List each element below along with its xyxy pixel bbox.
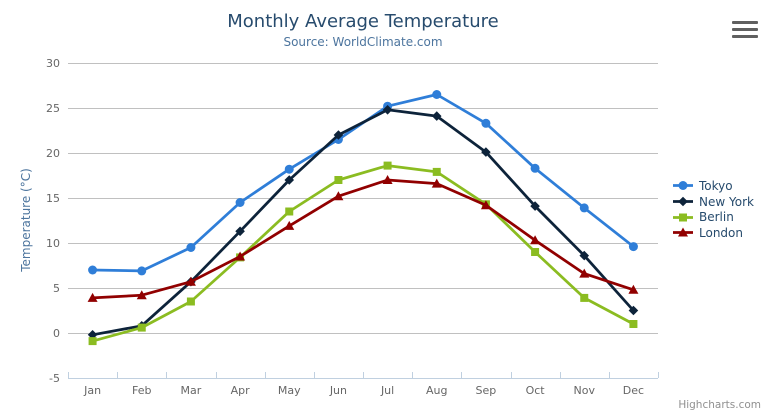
data-point-london-Jan[interactable] bbox=[87, 292, 98, 302]
data-point-new-york-Jun[interactable] bbox=[333, 130, 344, 140]
data-point-tokyo-Jan[interactable] bbox=[88, 265, 98, 275]
data-point-berlin-Aug[interactable] bbox=[432, 167, 441, 176]
x-axis-label: Jul bbox=[380, 384, 394, 397]
x-axis-label: Mar bbox=[181, 384, 202, 397]
x-axis-label: Apr bbox=[231, 384, 251, 397]
data-point-tokyo-May[interactable] bbox=[284, 164, 294, 174]
data-point-new-york-Dec[interactable] bbox=[628, 305, 639, 316]
y-axis-label: 20 bbox=[46, 147, 60, 160]
data-point-berlin-Mar[interactable] bbox=[186, 297, 195, 306]
chart-title: Monthly Average Temperature bbox=[227, 11, 499, 32]
y-axis-label: 10 bbox=[46, 237, 60, 250]
legend-symbol-berlin bbox=[679, 213, 687, 222]
data-point-tokyo-Feb[interactable] bbox=[137, 266, 147, 276]
context-menu-button[interactable] bbox=[732, 21, 758, 38]
legend-symbol-tokyo bbox=[678, 181, 688, 191]
series-line-new-york[interactable] bbox=[91, 108, 635, 337]
data-point-london-Mar[interactable] bbox=[185, 276, 196, 286]
x-axis-label: Oct bbox=[526, 384, 546, 397]
data-point-london-Oct[interactable] bbox=[530, 235, 541, 245]
legend-label: Berlin bbox=[699, 210, 734, 225]
x-axis-label: May bbox=[278, 384, 301, 397]
data-point-berlin-Jul[interactable] bbox=[383, 161, 392, 170]
data-point-london-Jul[interactable] bbox=[382, 175, 393, 184]
data-point-berlin-Feb[interactable] bbox=[137, 323, 146, 332]
legend-symbol-london bbox=[678, 227, 688, 237]
data-point-new-york-Aug[interactable] bbox=[431, 111, 442, 121]
data-point-tokyo-Apr[interactable] bbox=[235, 198, 245, 207]
data-point-new-york-Jul[interactable] bbox=[382, 105, 393, 115]
y-axis-label: 0 bbox=[53, 327, 60, 340]
y-axis-label: 25 bbox=[46, 102, 60, 115]
legend-label: Tokyo bbox=[699, 178, 733, 193]
data-point-tokyo-Nov[interactable] bbox=[579, 203, 589, 213]
legend-label: New York bbox=[699, 194, 754, 209]
data-point-tokyo-Aug[interactable] bbox=[432, 90, 442, 99]
x-axis-label: Dec bbox=[623, 384, 644, 397]
x-axis-label: Aug bbox=[426, 384, 447, 397]
chart-subtitle: Source: WorldClimate.com bbox=[283, 35, 443, 49]
y-axis-label: 30 bbox=[46, 57, 60, 70]
data-point-berlin-Jan[interactable] bbox=[88, 337, 97, 346]
y-axis-title: Temperature (°C) bbox=[19, 168, 33, 272]
legend: Tokyo New York Berlin London bbox=[672, 178, 754, 241]
data-point-berlin-Oct[interactable] bbox=[531, 248, 540, 256]
data-point-new-york-Jan[interactable] bbox=[87, 330, 98, 340]
data-point-berlin-Jun[interactable] bbox=[334, 176, 343, 184]
x-axis-label: Feb bbox=[132, 384, 151, 397]
data-point-berlin-Nov[interactable] bbox=[580, 293, 589, 302]
credits-link[interactable]: Highcharts.com bbox=[678, 399, 761, 411]
data-point-london-Aug[interactable] bbox=[431, 178, 442, 188]
data-point-london-Sep[interactable] bbox=[480, 200, 491, 210]
data-point-london-May[interactable] bbox=[284, 220, 295, 230]
y-axis-label: 5 bbox=[53, 282, 60, 295]
data-point-london-Jun[interactable] bbox=[333, 191, 344, 201]
data-point-new-york-Oct[interactable] bbox=[530, 201, 540, 211]
legend-marker-square-icon bbox=[673, 213, 693, 222]
data-point-tokyo-Sep[interactable] bbox=[481, 118, 491, 128]
data-point-new-york-May[interactable] bbox=[284, 175, 295, 185]
data-point-london-Nov[interactable] bbox=[579, 268, 590, 278]
hamburger-icon bbox=[732, 21, 758, 38]
data-point-new-york-Nov[interactable] bbox=[579, 250, 590, 261]
x-axis-label: Jun bbox=[329, 384, 347, 397]
x-axis-label: Sep bbox=[476, 384, 497, 397]
series-line-london[interactable] bbox=[91, 178, 635, 300]
legend-item-new-york[interactable]: New York bbox=[672, 194, 754, 210]
legend-item-london[interactable]: London bbox=[672, 225, 754, 241]
data-point-new-york-Apr[interactable] bbox=[235, 226, 245, 237]
data-point-tokyo-Dec[interactable] bbox=[628, 242, 638, 252]
data-point-tokyo-Oct[interactable] bbox=[530, 163, 540, 173]
data-point-london-Dec[interactable] bbox=[628, 284, 639, 294]
data-point-tokyo-Mar[interactable] bbox=[186, 243, 196, 252]
x-axis-label: Nov bbox=[574, 384, 596, 397]
legend-marker-circle-icon bbox=[673, 181, 693, 191]
data-point-london-Apr[interactable] bbox=[235, 251, 246, 261]
legend-item-tokyo[interactable]: Tokyo bbox=[672, 178, 754, 194]
data-point-berlin-Dec[interactable] bbox=[629, 320, 638, 328]
data-point-london-Feb[interactable] bbox=[136, 290, 147, 300]
y-axis-label: -5 bbox=[49, 372, 60, 385]
legend-item-berlin[interactable]: Berlin bbox=[672, 209, 754, 225]
legend-marker-triangle-icon bbox=[673, 227, 693, 237]
y-axis-label: 15 bbox=[46, 192, 60, 205]
data-point-new-york-Sep[interactable] bbox=[481, 147, 491, 157]
legend-symbol-new-york bbox=[678, 196, 688, 207]
legend-label: London bbox=[699, 225, 743, 240]
legend-marker-diamond-icon bbox=[673, 196, 693, 207]
x-axis-label: Jan bbox=[83, 384, 101, 397]
series-line-berlin[interactable] bbox=[91, 164, 635, 343]
data-point-berlin-May[interactable] bbox=[285, 207, 294, 216]
